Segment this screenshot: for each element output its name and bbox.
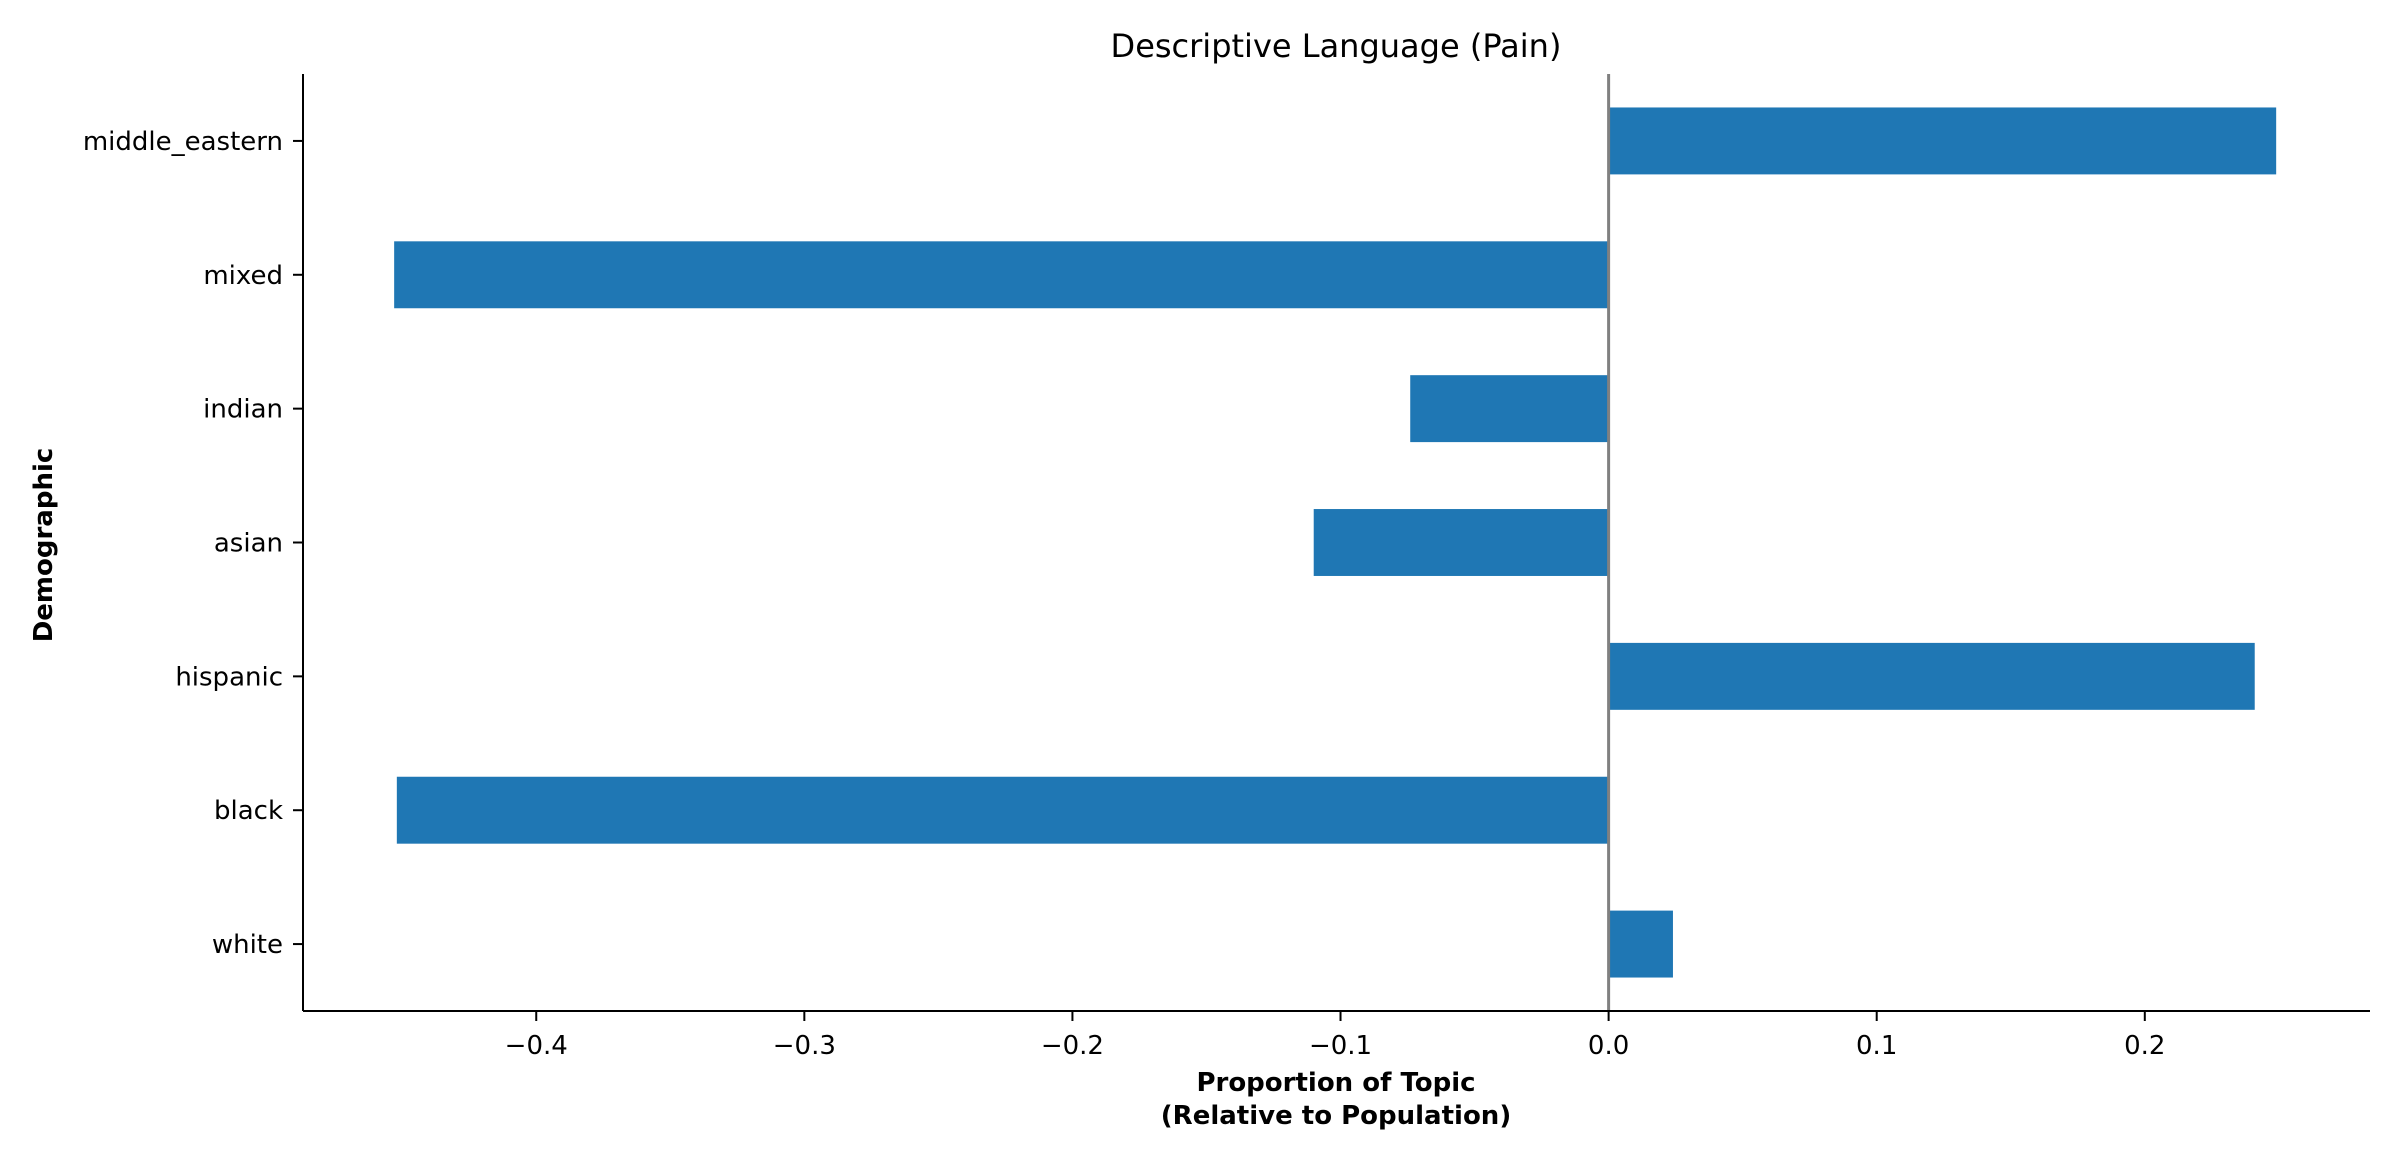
x-tick-label: −0.4 — [505, 1031, 568, 1061]
bar-hispanic — [1608, 642, 2255, 710]
y-ticks-group: white black hispanic asian indian mixed middle… — [83, 127, 303, 960]
bar-mixed — [394, 241, 1609, 309]
x-ticks-group: −0.4 −0.3 −0.2 −0.1 0.0 0.1 0.2 — [505, 1011, 2165, 1061]
x-tick-label: 0.2 — [2124, 1031, 2165, 1061]
chart-title: Descriptive Language (Pain) — [1111, 27, 1562, 65]
y-tick-label: indian — [203, 395, 283, 425]
y-tick-label: asian — [214, 529, 283, 559]
bars-group — [394, 107, 2277, 978]
x-axis-label-line2: (Relative to Population) — [1161, 1101, 1511, 1131]
bar-middle-eastern — [1608, 107, 2277, 175]
y-tick-label: middle_eastern — [83, 127, 283, 157]
x-tick-label: 0.1 — [1856, 1031, 1897, 1061]
y-tick-label: hispanic — [175, 662, 283, 692]
y-tick-label: black — [214, 796, 283, 826]
bar-indian — [1410, 375, 1609, 443]
x-tick-label: −0.2 — [1041, 1031, 1104, 1061]
bar-asian — [1313, 509, 1609, 576]
y-axis-label: Demographic — [29, 448, 59, 643]
bar-white — [1608, 910, 1673, 978]
bar-black — [396, 776, 1609, 844]
y-tick-label: white — [212, 930, 283, 960]
x-axis-label-line1: Proportion of Topic — [1196, 1068, 1475, 1098]
y-tick-label: mixed — [203, 261, 283, 291]
x-tick-label: −0.3 — [773, 1031, 836, 1061]
x-tick-label: −0.1 — [1309, 1031, 1372, 1061]
x-tick-label: 0.0 — [1588, 1031, 1629, 1061]
